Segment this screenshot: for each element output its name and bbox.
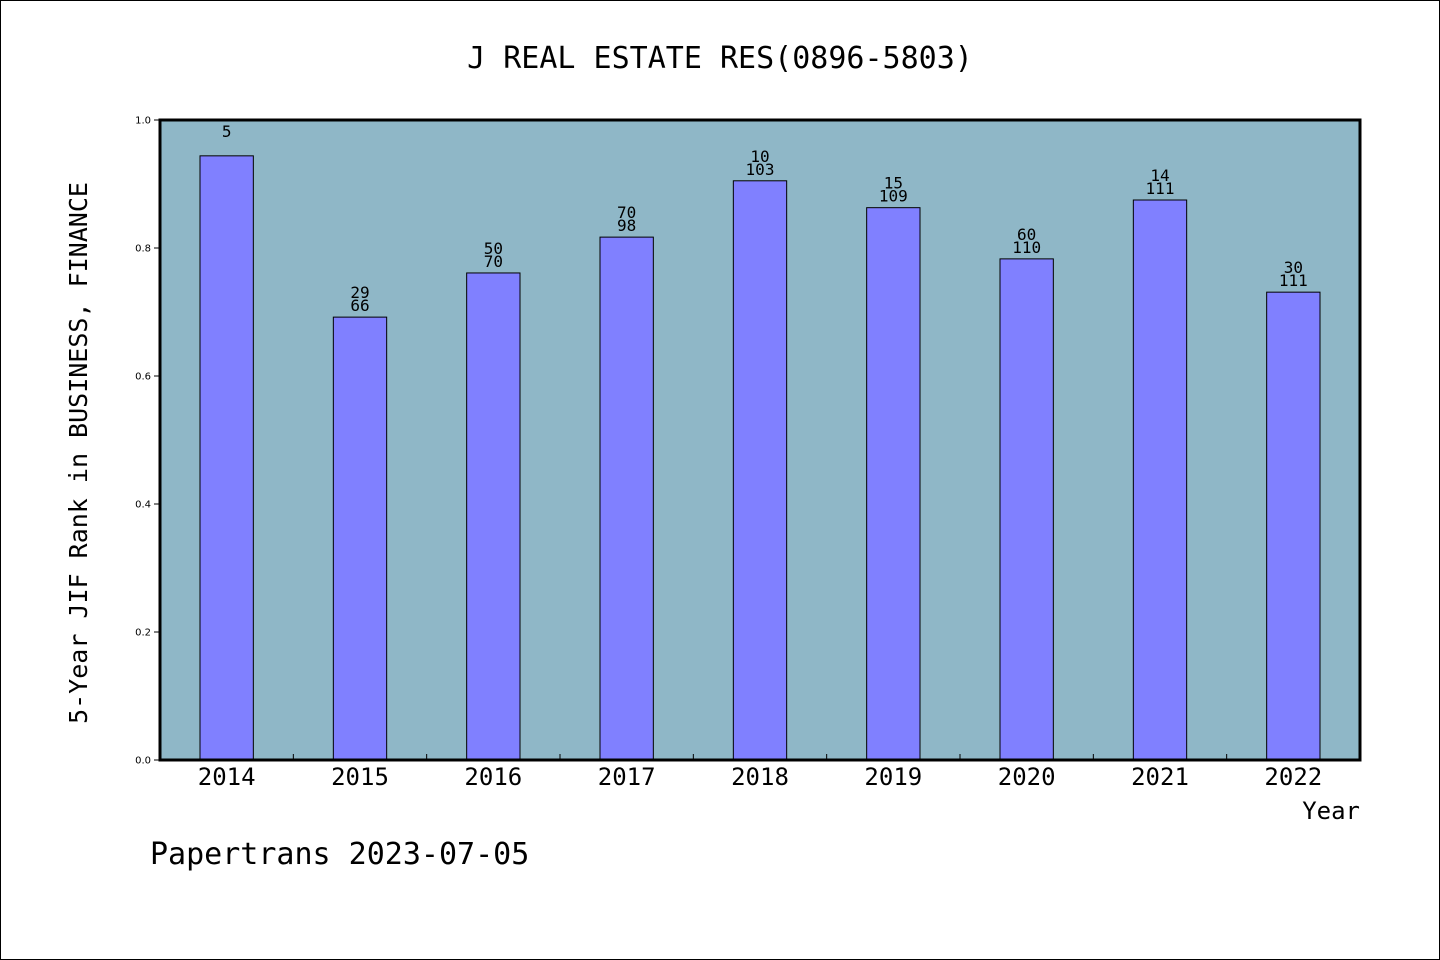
x-tick-label: 2016 <box>464 763 522 791</box>
plot-frame <box>158 118 1362 762</box>
bar-2015 <box>332 316 388 761</box>
bar-2020 <box>999 258 1054 761</box>
bar-2021 <box>1132 199 1188 761</box>
x-tick-label: 2020 <box>998 763 1056 791</box>
bar-data-label-2016: 50 <box>484 239 503 258</box>
x-tick-label: 2022 <box>1264 763 1322 791</box>
bar-data-label-2019: 15 <box>884 174 903 193</box>
bar-2014 <box>199 155 254 761</box>
bar-data-label-2020: 110 <box>1012 238 1041 257</box>
bar-data-label-2020: 60 <box>1017 225 1036 244</box>
chart-title: J REAL ESTATE RES(0896-5803) <box>467 41 973 76</box>
bar-data-label-2019: 109 <box>879 187 908 206</box>
x-tick-label: 2021 <box>1131 763 1189 791</box>
x-tick-label: 2014 <box>198 763 256 791</box>
x-tick-label: 2017 <box>598 763 656 791</box>
bar-data-label-2016: 70 <box>484 252 503 271</box>
axes-group: 0.0 0.2 0.4 0.6 0.8 1.0 2014 2015 2016 2017 2018 20… <box>135 116 1322 792</box>
bar-data-label-2014: 5 <box>222 122 232 141</box>
bar-data-label-2021: 111 <box>1146 179 1175 198</box>
bar-2018 <box>732 180 788 761</box>
bar-data-label-2022: 30 <box>1284 258 1303 277</box>
bar-data-label-2018: 103 <box>746 160 775 179</box>
x-tick-label: 2019 <box>864 763 922 791</box>
x-axis-label: Year <box>1302 797 1360 825</box>
x-tick-label: 2015 <box>331 763 389 791</box>
bar-2017 <box>599 236 654 761</box>
bar-2019 <box>866 207 921 761</box>
y-tick-label: 0.6 <box>135 372 151 383</box>
bar-2022 <box>1266 291 1321 761</box>
y-tick-label: 0.8 <box>135 244 151 255</box>
y-tick-label: 0.2 <box>135 628 151 639</box>
bars-group <box>199 155 1321 761</box>
y-tick-label: 0.4 <box>135 500 151 511</box>
bar-data-label-2015: 66 <box>350 296 369 315</box>
bar-2016 <box>466 272 521 761</box>
y-axis-label: 5-Year JIF Rank in BUSINESS, FINANCE <box>64 182 93 724</box>
bar-data-label-2018: 10 <box>750 147 769 166</box>
bar-data-label-2021: 14 <box>1150 166 1169 185</box>
y-tick-label: 0.0 <box>135 756 151 767</box>
bar-data-label-2017: 98 <box>617 216 636 235</box>
y-tick-label: 1.0 <box>135 116 151 127</box>
footer-credit: Papertrans 2023-07-05 <box>150 837 529 872</box>
bar-data-label-2015: 29 <box>350 283 369 302</box>
bar-data-label-2022: 111 <box>1279 271 1308 290</box>
bar-data-label-2017: 70 <box>617 203 636 222</box>
x-tick-label: 2018 <box>731 763 789 791</box>
